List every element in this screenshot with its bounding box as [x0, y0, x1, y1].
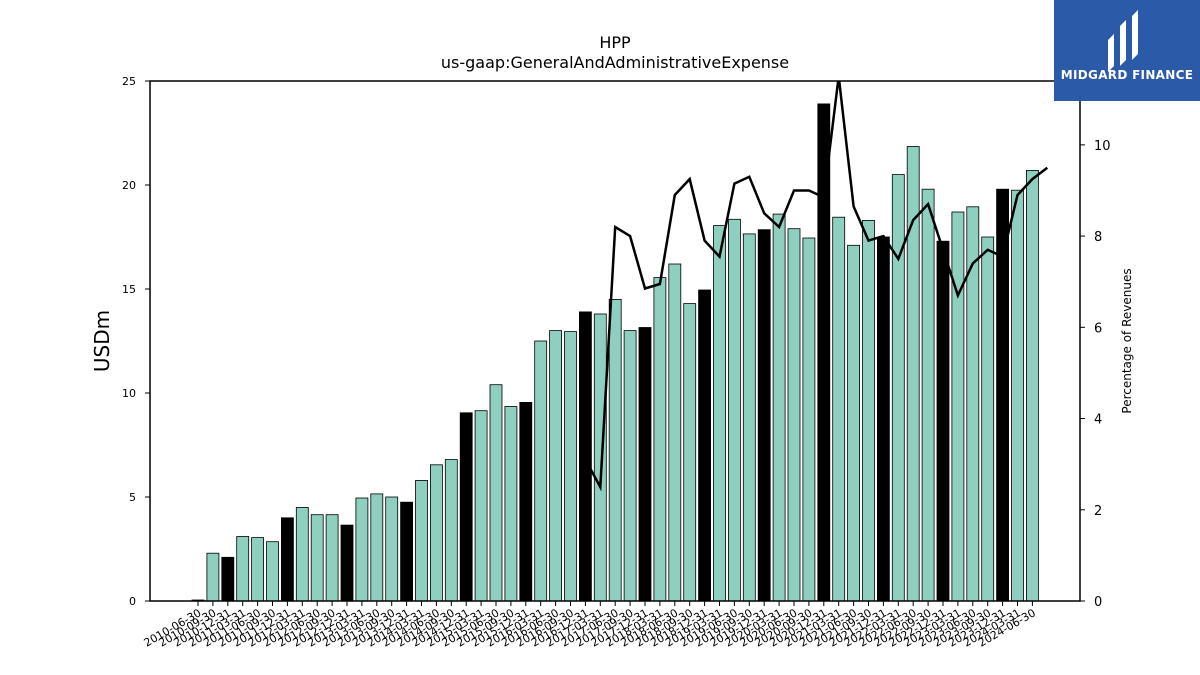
bar	[519, 401, 533, 602]
bar	[772, 213, 786, 602]
bar	[936, 240, 950, 602]
y-axis-label-right: Percentage of Revenues	[1120, 268, 1134, 413]
bar	[415, 479, 428, 602]
bar	[817, 103, 831, 602]
bar	[728, 218, 741, 602]
brand-logo: MIDGARD FINANCE	[1054, 0, 1200, 101]
bar	[429, 464, 443, 602]
bar	[608, 298, 622, 602]
x-axis: 2010-06-302010-09-302010-12-312011-03-31…	[142, 601, 1038, 650]
bar	[1026, 169, 1039, 602]
bar	[295, 506, 309, 602]
bar	[593, 313, 607, 602]
y-axis-label-left: USDm	[90, 310, 114, 372]
bar	[459, 412, 473, 602]
bar	[251, 537, 265, 602]
bar	[921, 188, 935, 602]
bar-group	[191, 103, 1039, 602]
y-tick-label: 5	[129, 491, 136, 504]
bar	[713, 225, 726, 602]
bar	[564, 331, 577, 602]
bar	[891, 174, 905, 602]
bar	[534, 340, 548, 602]
y-right-tick-label: 0	[1094, 595, 1102, 610]
bar	[1011, 189, 1024, 602]
bar	[683, 303, 697, 602]
bar	[832, 216, 846, 602]
bar	[623, 330, 637, 602]
bar	[444, 459, 458, 602]
bar	[206, 552, 220, 602]
y-axis-right: 0 2 4 6 8 10	[1080, 139, 1111, 610]
line-group	[584, 81, 1049, 492]
bar	[877, 236, 890, 602]
y-axis-left: 0 5 10 15 20 25	[122, 75, 150, 608]
y-tick-label: 20	[122, 179, 136, 192]
bar	[981, 236, 995, 602]
bar	[698, 289, 711, 602]
bar	[847, 244, 860, 602]
bar	[951, 211, 965, 602]
bar	[862, 219, 875, 602]
bar	[340, 524, 354, 602]
bar	[355, 497, 369, 602]
y-right-tick-label: 6	[1094, 321, 1102, 336]
y-tick-label: 0	[129, 595, 136, 608]
bar	[802, 237, 816, 602]
bar	[757, 229, 771, 602]
bar	[653, 277, 667, 602]
bar	[638, 327, 652, 602]
y-tick-label: 15	[122, 283, 136, 296]
y-right-tick-label: 4	[1094, 413, 1102, 428]
bar	[474, 410, 488, 602]
bar	[787, 228, 801, 602]
bar	[549, 330, 562, 602]
bar	[400, 501, 414, 602]
bar	[370, 493, 384, 602]
bar	[489, 384, 503, 602]
y-right-tick-label: 10	[1094, 139, 1111, 154]
bar	[266, 541, 279, 602]
y-right-tick-label: 2	[1094, 504, 1102, 519]
bar	[325, 514, 339, 602]
bar	[280, 517, 294, 602]
y-tick-label: 25	[122, 75, 136, 88]
logo-mark-icon	[1108, 10, 1138, 72]
bar	[668, 263, 682, 602]
series-line	[584, 81, 1049, 492]
chart-title: HPP	[599, 33, 631, 52]
bar	[742, 233, 756, 602]
bar	[385, 496, 399, 602]
y-tick-label: 10	[122, 387, 136, 400]
bar	[310, 514, 324, 602]
logo-text: MIDGARD FINANCE	[1060, 68, 1194, 82]
bar	[579, 311, 592, 602]
bar	[996, 188, 1009, 602]
bar	[221, 556, 235, 602]
bar	[236, 536, 250, 602]
chart-subtitle: us-gaap:GeneralAndAdministrativeExpense	[441, 53, 789, 72]
y-right-tick-label: 8	[1094, 230, 1102, 245]
bar	[504, 406, 518, 602]
